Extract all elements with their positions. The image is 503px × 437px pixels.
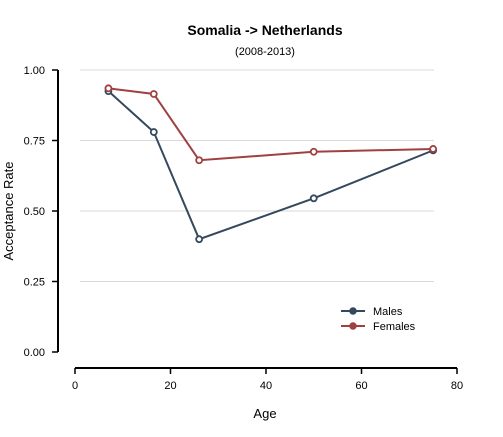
data-point [309,194,318,203]
chart-subtitle: (2008-2013) [235,46,295,58]
x-tick-label: 80 [451,380,463,392]
y-tick-label: 1.00 [24,65,45,77]
y-tick-label: 0.25 [24,277,45,289]
data-point [309,147,318,156]
series-males [104,87,438,244]
legend-swatch-point [349,307,357,315]
x-tick-label: 40 [260,380,272,392]
legend-label: Males [373,306,403,318]
series-line [107,90,434,241]
y-tick-label: 0.00 [24,347,45,359]
data-point [149,90,158,98]
data-point [429,145,438,153]
y-tick-label: 0.50 [24,206,45,218]
series-layer [104,84,438,244]
legend-item-males: Males [341,306,403,318]
y-axis-label: Acceptance Rate [1,161,16,260]
legend: Males Females [341,306,416,333]
y-axis: 0.00 0.25 0.50 0.75 1.00 [24,65,59,359]
x-tick-label: 20 [164,380,176,392]
series-line [108,87,434,162]
legend-swatch-point [349,322,357,330]
legend-label: Females [373,321,416,333]
x-axis-label: Age [253,406,276,421]
data-point [104,84,113,93]
data-point [195,156,204,165]
gridlines [80,69,434,282]
data-point [149,128,158,136]
legend-item-females: Females [341,321,416,333]
x-tick-label: 0 [72,380,78,392]
series-females [104,84,438,165]
x-tick-label: 60 [355,380,367,392]
x-axis: 0 20 40 60 80 [72,367,463,392]
data-point [195,235,204,244]
chart-title: Somalia -> Netherlands [187,22,342,38]
y-tick-label: 0.75 [24,136,45,148]
